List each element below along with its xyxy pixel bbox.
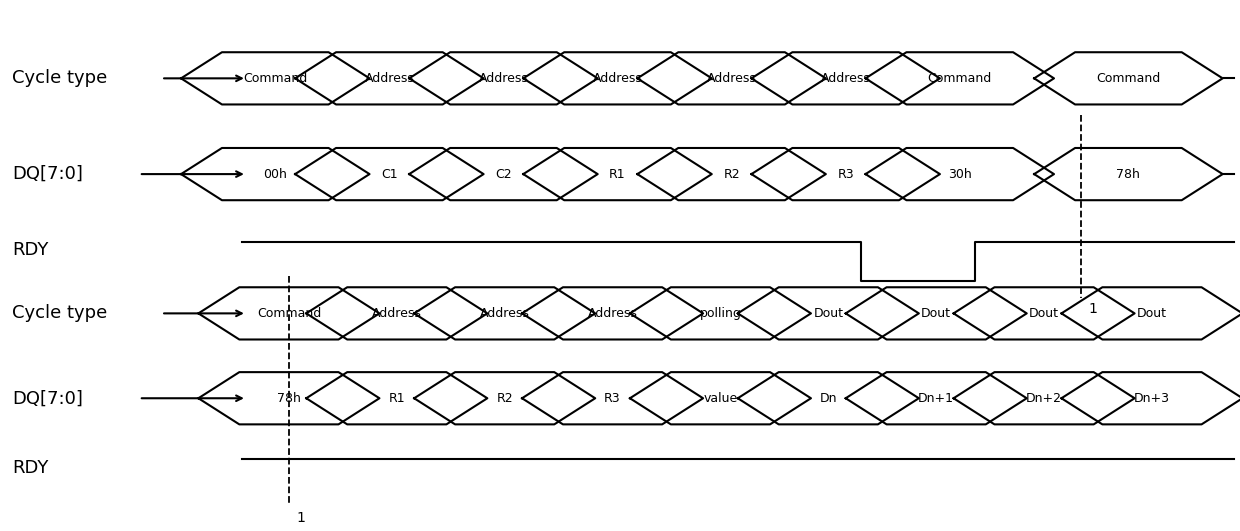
Text: Address: Address xyxy=(372,307,422,320)
Polygon shape xyxy=(295,52,484,105)
Polygon shape xyxy=(198,287,379,339)
Polygon shape xyxy=(306,372,487,424)
Text: DQ[7:0]: DQ[7:0] xyxy=(12,389,83,407)
Polygon shape xyxy=(306,287,487,339)
Polygon shape xyxy=(866,148,1054,200)
Polygon shape xyxy=(1061,372,1240,424)
Text: R2: R2 xyxy=(723,168,740,181)
Polygon shape xyxy=(630,287,811,339)
Text: DQ[7:0]: DQ[7:0] xyxy=(12,165,83,183)
Polygon shape xyxy=(522,372,703,424)
Text: 00h: 00h xyxy=(263,168,288,181)
Text: Command: Command xyxy=(257,307,321,320)
Text: Address: Address xyxy=(479,72,528,85)
Text: 78h: 78h xyxy=(277,392,301,405)
Polygon shape xyxy=(738,372,919,424)
Text: 30h: 30h xyxy=(947,168,972,181)
Polygon shape xyxy=(1034,52,1223,105)
Polygon shape xyxy=(637,148,826,200)
Text: Address: Address xyxy=(593,72,642,85)
Text: value: value xyxy=(703,392,738,405)
Text: Dn+1: Dn+1 xyxy=(918,392,955,405)
Polygon shape xyxy=(295,148,484,200)
Text: R1: R1 xyxy=(388,392,405,405)
Polygon shape xyxy=(414,287,595,339)
Polygon shape xyxy=(181,52,370,105)
Text: polling: polling xyxy=(699,307,742,320)
Text: R2: R2 xyxy=(496,392,513,405)
Text: Command: Command xyxy=(1096,72,1161,85)
Text: Dout: Dout xyxy=(921,307,951,320)
Text: RDY: RDY xyxy=(12,459,48,477)
Polygon shape xyxy=(954,372,1135,424)
Polygon shape xyxy=(181,148,370,200)
Text: Cycle type: Cycle type xyxy=(12,70,108,87)
Text: Cycle type: Cycle type xyxy=(12,304,108,322)
Text: C1: C1 xyxy=(381,168,398,181)
Text: 1: 1 xyxy=(1089,303,1097,316)
Polygon shape xyxy=(637,52,826,105)
Text: R3: R3 xyxy=(837,168,854,181)
Text: R1: R1 xyxy=(609,168,626,181)
Text: C2: C2 xyxy=(495,168,512,181)
Polygon shape xyxy=(1061,287,1240,339)
Polygon shape xyxy=(738,287,919,339)
Text: 78h: 78h xyxy=(1116,168,1141,181)
Text: Address: Address xyxy=(707,72,756,85)
Text: Dout: Dout xyxy=(1029,307,1059,320)
Text: Address: Address xyxy=(588,307,637,320)
Polygon shape xyxy=(846,372,1027,424)
Polygon shape xyxy=(866,52,1054,105)
Polygon shape xyxy=(414,372,595,424)
Text: Address: Address xyxy=(365,72,414,85)
Text: Dn: Dn xyxy=(820,392,837,405)
Text: Dout: Dout xyxy=(813,307,843,320)
Text: Dn+2: Dn+2 xyxy=(1025,392,1063,405)
Text: Dn+3: Dn+3 xyxy=(1133,392,1171,405)
Text: Command: Command xyxy=(243,72,308,85)
Polygon shape xyxy=(523,52,712,105)
Polygon shape xyxy=(846,287,1027,339)
Text: 1: 1 xyxy=(296,511,305,525)
Polygon shape xyxy=(522,287,703,339)
Text: RDY: RDY xyxy=(12,241,48,259)
Text: Address: Address xyxy=(821,72,870,85)
Polygon shape xyxy=(1034,148,1223,200)
Polygon shape xyxy=(751,148,940,200)
Polygon shape xyxy=(954,287,1135,339)
Polygon shape xyxy=(523,148,712,200)
Polygon shape xyxy=(751,52,940,105)
Text: R3: R3 xyxy=(604,392,621,405)
Polygon shape xyxy=(198,372,379,424)
Text: Address: Address xyxy=(480,307,529,320)
Polygon shape xyxy=(630,372,811,424)
Text: Command: Command xyxy=(928,72,992,85)
Text: Dout: Dout xyxy=(1137,307,1167,320)
Polygon shape xyxy=(409,52,598,105)
Polygon shape xyxy=(409,148,598,200)
